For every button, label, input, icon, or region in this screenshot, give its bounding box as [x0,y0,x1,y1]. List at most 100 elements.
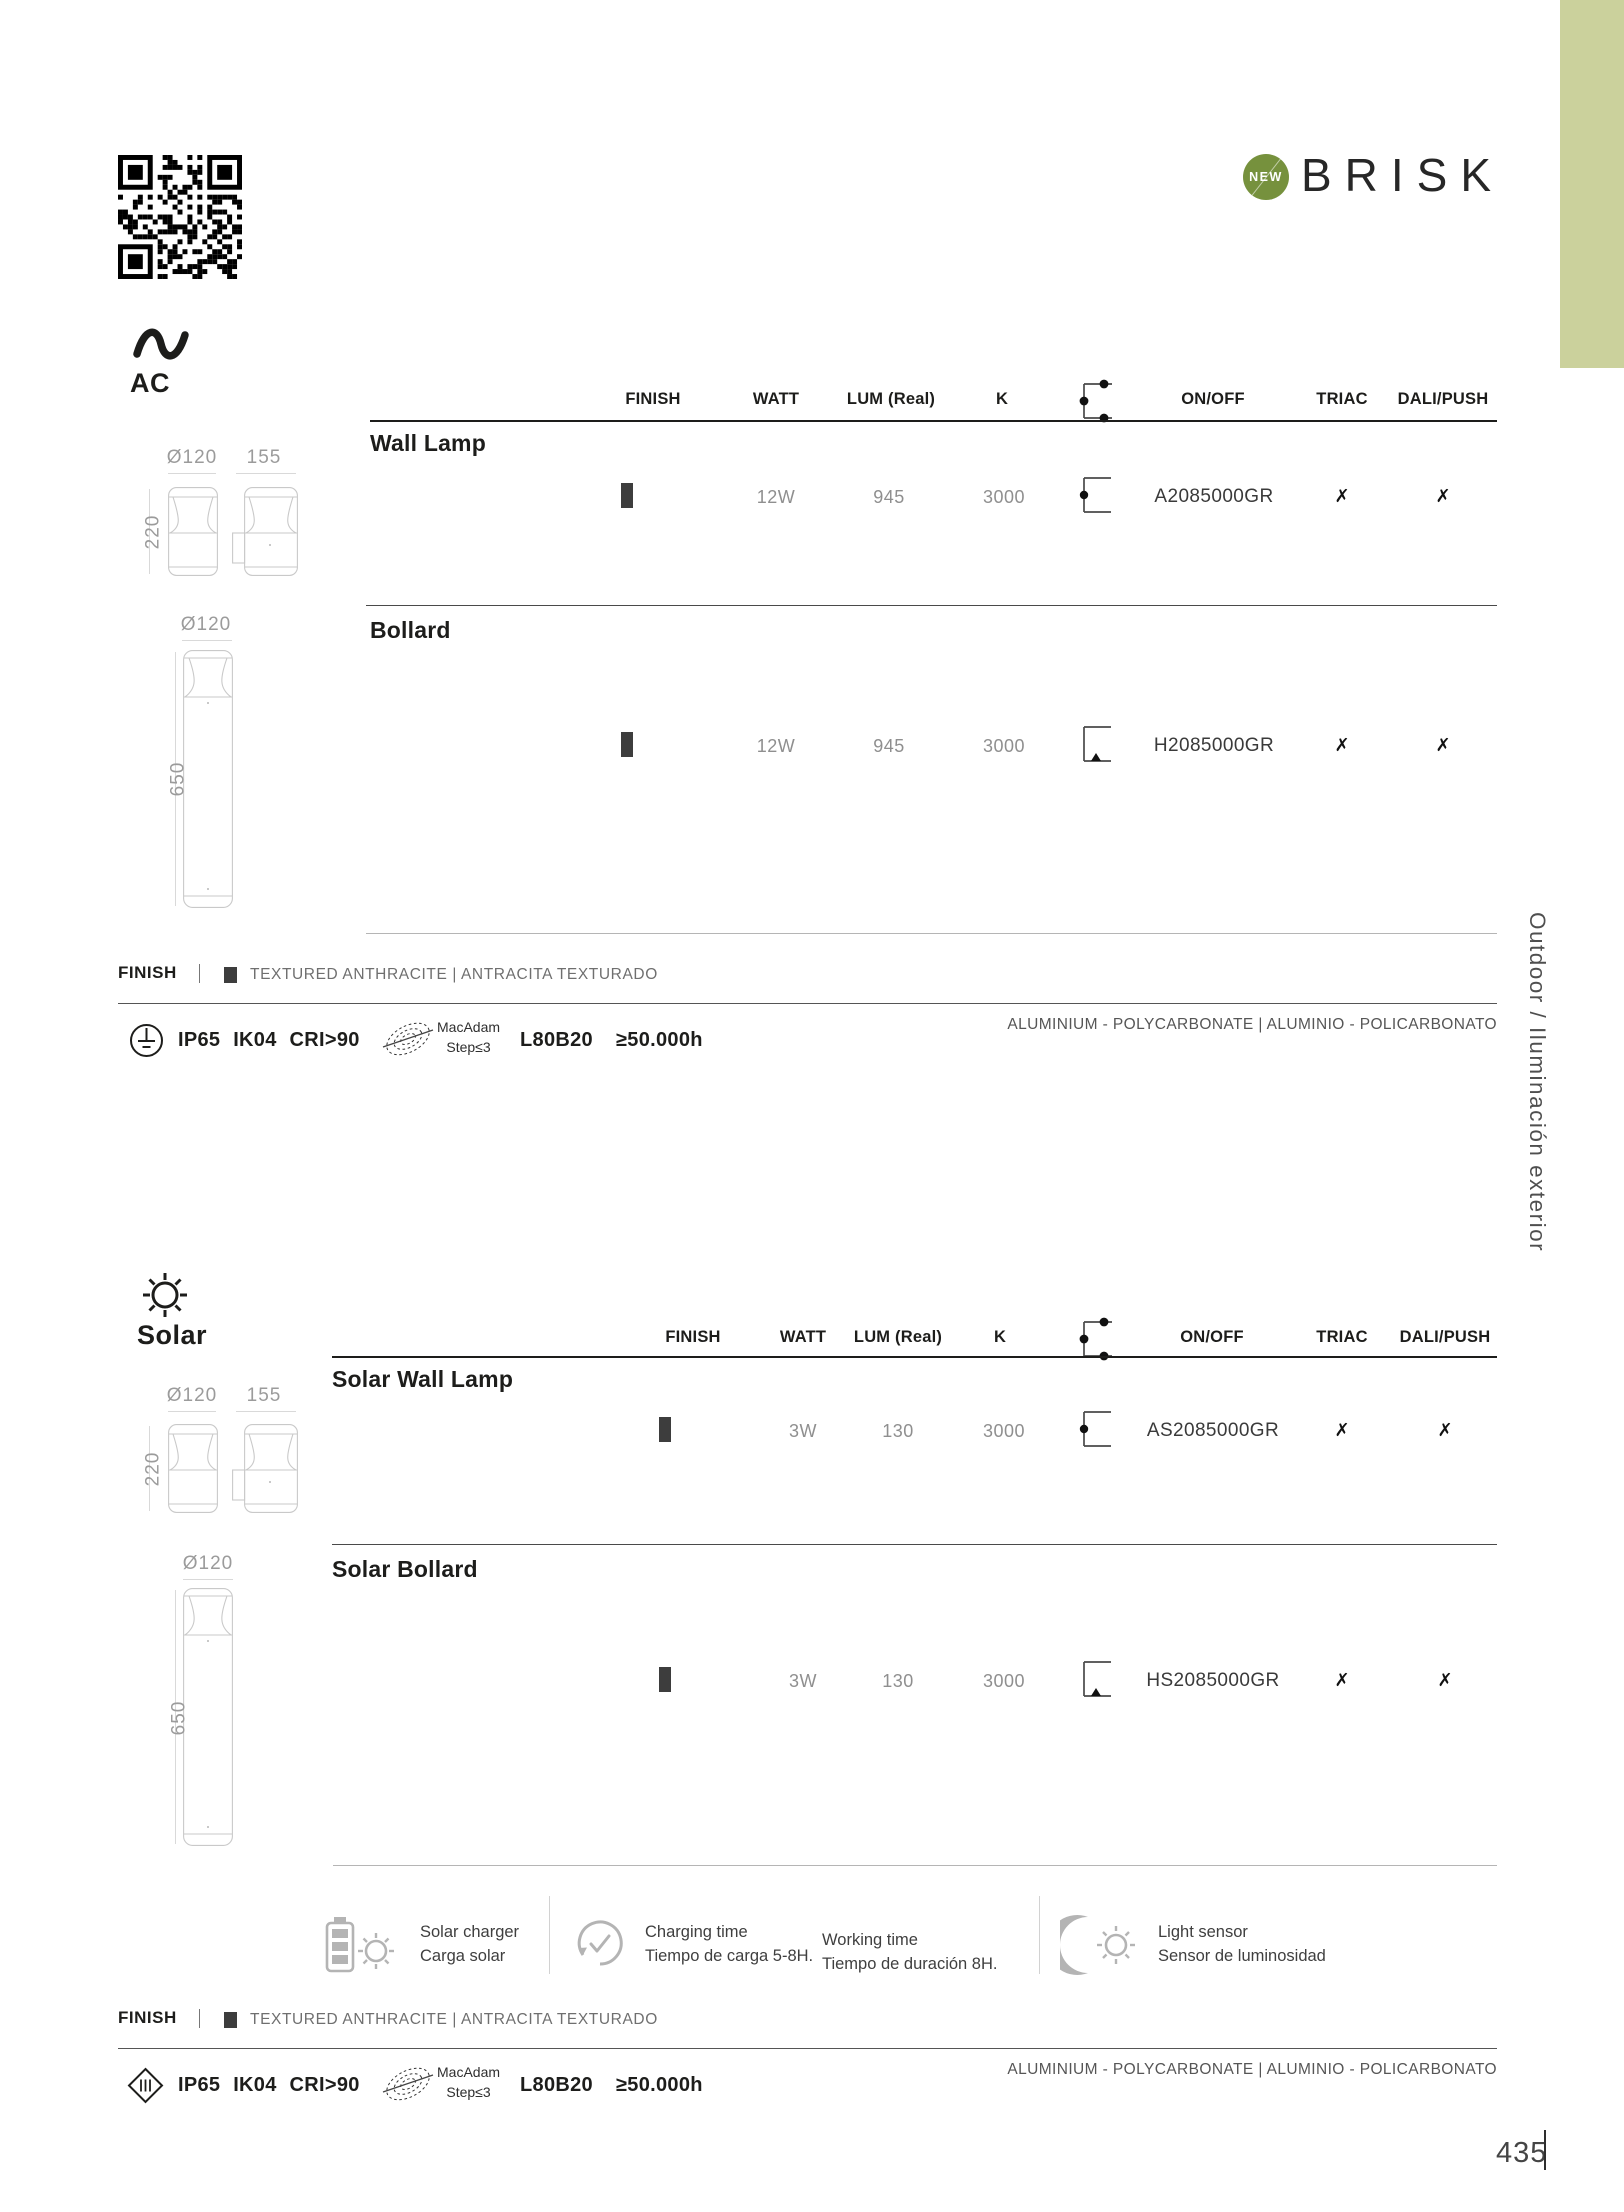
col-lum: LUM (Real) [846,390,936,408]
new-badge: NEW [1243,154,1289,200]
header-rule [370,420,1497,422]
finish-swatch-anthracite [621,483,633,508]
ip-ratings: IP65 IK04 CRI>90 [178,1029,360,1051]
finish-rule [118,1003,1497,1004]
col-watt: WATT [752,390,800,408]
bollard-height-dim: 650 [167,761,189,797]
feature-line-en: Light sensor [1158,1923,1248,1941]
sidebar-color-bar [1560,0,1624,368]
feature-charging-time: Charging time Tiempo de carga 5-8H. [645,1921,813,1969]
macadam-ellipse-icon [382,2067,434,2101]
feature-light-sensor: Light sensor Sensor de luminosidad [1158,1921,1326,1969]
beam-wall-icon [1079,1411,1111,1447]
header-rule [332,1356,1497,1358]
finish-swatch-anthracite [621,732,633,757]
sbollard-lum: 130 [882,1671,914,1691]
group-title-wall-lamp: Wall Lamp [370,430,486,456]
feature-divider [1039,1896,1040,1974]
bollard-watt: 12W [756,736,796,756]
wall-lamp-front-drawing [168,1424,218,1513]
macadam-ellipse-icon [382,1022,434,1056]
beam-bollard-icon [1083,1661,1111,1697]
swall-height-dim: 220 [142,1451,164,1487]
col-watt: WATT [779,1328,827,1346]
dim-line-650 [175,652,176,906]
group-title-solar-bollard: Solar Bollard [332,1556,478,1582]
col-dali: DALI/PUSH [1399,1328,1491,1346]
feature-line-es: Sensor de luminosidad [1158,1946,1326,1965]
wall-triac-cross: ✗ [1334,486,1350,507]
dim-tick [168,1411,216,1412]
swall-dali-cross: ✗ [1437,1420,1453,1441]
finish-swatch-anthracite [224,967,237,983]
macadam-line1: MacAdam [437,1019,501,1035]
wall-lamp-side-drawing [232,487,298,576]
col-triac: TRIAC [1316,390,1368,408]
bollard-lum: 945 [873,736,905,756]
wall-dali-cross: ✗ [1435,486,1451,507]
wall-lamp-front-drawing [168,487,218,576]
class1-protection-icon [130,1024,163,1057]
dim-tick [236,1411,296,1412]
feature-divider [549,1896,550,1974]
finish-divider [199,2009,200,2028]
wall-depth-dim: 155 [246,447,282,468]
swall-code: AS2085000GR [1146,1420,1280,1441]
wall-height-dim: 220 [142,514,164,550]
sbollard-height-dim: 650 [168,1700,190,1736]
sbollard-watt: 3W [789,1671,817,1691]
solar-sun-icon [143,1273,187,1317]
group-separator [332,1544,1497,1545]
solar-label: Solar [137,1320,208,1350]
macadam-label: MacAdam Step≤3 [437,1018,500,1057]
sidebar-section-label: Outdoor / Iluminación exterior [1525,912,1550,1253]
wall-lum: 945 [873,487,905,507]
charging-time-icon [577,1920,623,1966]
col-onoff: ON/OFF [1180,1328,1244,1346]
ac-label: AC [130,368,170,398]
macadam-label: MacAdam Step≤3 [437,2063,500,2102]
wall-k: 3000 [982,487,1026,507]
page-number: 435 [1496,2137,1548,2169]
col-finish: FINISH [665,1328,721,1346]
beam-wall-icon [1079,477,1111,513]
macadam-line1: MacAdam [437,2064,501,2080]
dim-line-220 [149,489,150,574]
feature-line-es: Tiempo de duración 8H. [822,1954,998,1973]
col-dali: DALI/PUSH [1397,390,1489,408]
swall-triac-cross: ✗ [1334,1420,1350,1441]
macadam-line2: Step≤3 [446,1038,491,1055]
finish-rule [118,2048,1497,2049]
finish-swatch-anthracite [224,2012,237,2028]
bollard-drawing [183,650,233,908]
swall-dia-dim: Ø120 [166,1385,218,1406]
group-title-solar-wall: Solar Wall Lamp [332,1366,514,1392]
qr-code [118,155,242,279]
ip-ratings: IP65 IK04 CRI>90 [178,2074,360,2096]
beam-direction-icon [1079,1317,1112,1361]
page-title: BRISK [1300,149,1504,201]
bollard-triac-cross: ✗ [1334,735,1350,756]
bollard-k: 3000 [982,736,1026,756]
wall-lamp-side-drawing [232,1424,298,1513]
finish-divider [199,964,200,983]
feature-solar-charger: Solar charger Carga solar [420,1921,519,1969]
col-triac: TRIAC [1316,1328,1368,1346]
feature-line-en: Charging time [645,1923,748,1941]
bollard-code: H2085000GR [1153,735,1275,756]
swall-k: 3000 [982,1421,1026,1441]
bollard-dali-cross: ✗ [1435,735,1451,756]
dim-line-220 [149,1426,150,1511]
swall-depth-dim: 155 [246,1385,282,1406]
wall-watt: 12W [756,487,796,507]
dim-tick [236,473,296,474]
dim-tick [168,473,216,474]
lumen-maintenance: L80B20 [520,2074,593,2096]
wall-dia-dim: Ø120 [166,447,218,468]
bollard-drawing [183,1588,233,1846]
light-sensor-icon [1060,1915,1135,1975]
lumen-maintenance: L80B20 [520,1029,593,1051]
col-finish: FINISH [625,390,681,408]
macadam-line2: Step≤3 [446,2083,491,2100]
